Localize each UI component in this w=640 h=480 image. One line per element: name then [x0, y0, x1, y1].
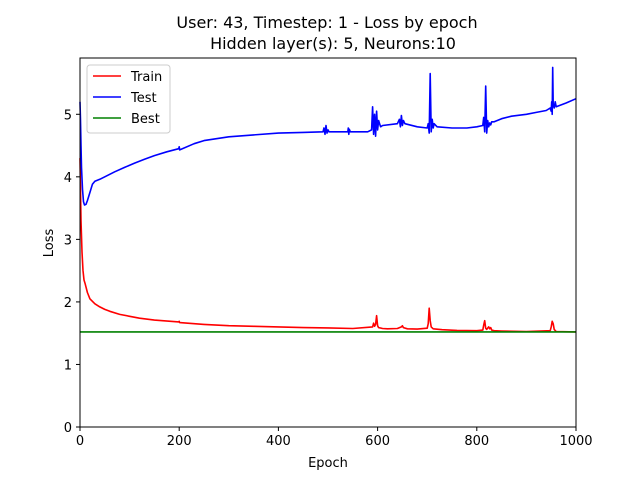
x-tick-label: 600: [365, 434, 390, 449]
x-tick-label: 200: [167, 434, 192, 449]
y-tick-label: 5: [64, 108, 72, 123]
x-tick-label: 0: [76, 434, 84, 449]
legend-label-train: Train: [130, 70, 162, 85]
x-tick-label: 400: [266, 434, 291, 449]
legend-label-test: Test: [130, 91, 157, 106]
series-layer: [79, 66, 577, 333]
legend-label-best: Best: [131, 112, 160, 127]
x-tick-label: 800: [464, 434, 489, 449]
x-axis: 0 200 400 600 800 1000: [76, 427, 593, 449]
legend-box: [86, 64, 171, 134]
chart-title: User: 43, Timestep: 1 - Loss by epoch: [176, 13, 477, 32]
y-axis-label: Loss: [42, 229, 57, 258]
x-tick-label: 1000: [559, 434, 592, 449]
plot-frame: [79, 57, 577, 428]
x-axis-label: Epoch: [308, 456, 348, 471]
series-line-train: [79, 158, 577, 333]
legend: Train Test Best: [86, 64, 171, 134]
y-tick-label: 0: [64, 421, 72, 436]
chart-subtitle: Hidden layer(s): 5, Neurons:10: [210, 34, 456, 53]
y-tick-label: 2: [64, 296, 72, 311]
series-line-test: [79, 66, 577, 206]
y-tick-label: 4: [64, 171, 72, 186]
y-tick-label: 1: [64, 358, 72, 373]
y-axis: 0 1 2 3 4 5: [64, 108, 80, 436]
y-tick-label: 3: [64, 233, 72, 248]
